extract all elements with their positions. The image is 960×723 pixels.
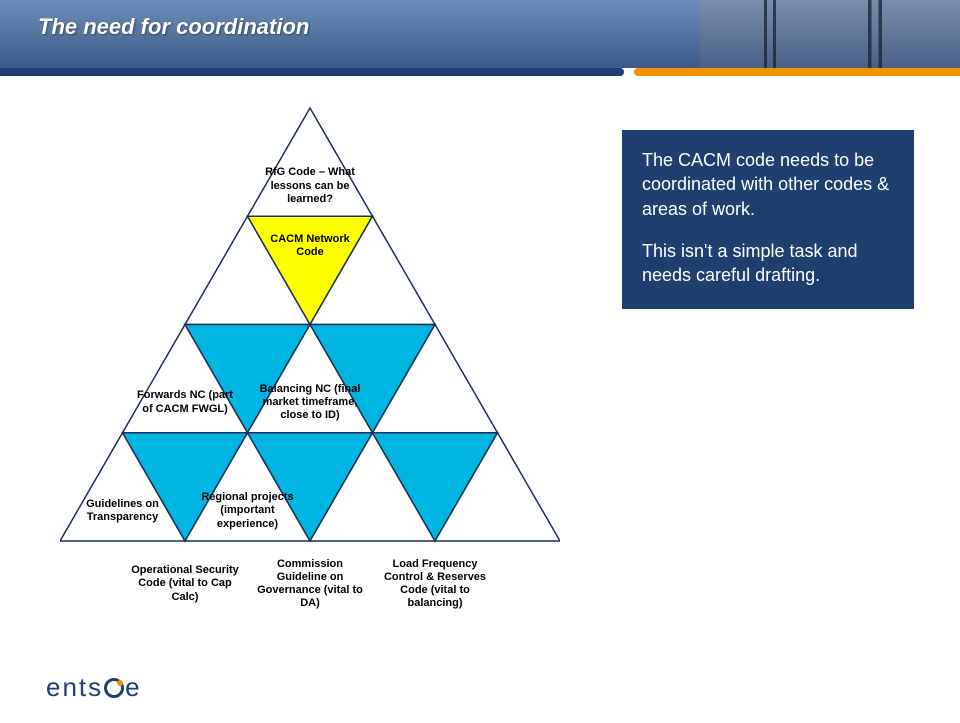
callout-para-1: The CACM code needs to be coordinated wi… bbox=[642, 148, 894, 221]
logo-ring-icon bbox=[104, 678, 124, 698]
entsoe-logo: entse bbox=[46, 672, 142, 703]
pyramid-cell-label: Balancing NC (final market timeframe, cl… bbox=[259, 364, 362, 442]
pyramid-cell-label: Forwards NC (part of CACM FWGL) bbox=[134, 364, 237, 442]
callout-box: The CACM code needs to be coordinated wi… bbox=[622, 130, 914, 309]
page-title: The need for coordination bbox=[38, 14, 309, 40]
logo-text-before: ents bbox=[46, 672, 103, 702]
header-banner: The need for coordination bbox=[0, 0, 960, 90]
pyramid-row4-label: Operational Security Code (vital to Cap … bbox=[126, 549, 245, 619]
callout-para-2: This isn't a simple task and needs caref… bbox=[642, 239, 894, 288]
pyramid-cell-label: Guidelines on Transparency bbox=[71, 472, 174, 550]
logo-text-after: e bbox=[125, 672, 141, 702]
content-stage: RfG Code – What lessons can be learned?C… bbox=[0, 100, 960, 653]
pyramid-row4-label: Commission Guideline on Governance (vita… bbox=[251, 549, 370, 619]
pyramid-diagram: RfG Code – What lessons can be learned?C… bbox=[60, 100, 560, 640]
pyramid-cell-label: CACM Network Code bbox=[259, 207, 362, 285]
banner-photo bbox=[700, 0, 960, 68]
pyramid-cell-label: Regional projects (important experience) bbox=[196, 472, 299, 550]
banner-stripe bbox=[0, 68, 960, 76]
pyramid-row4-label: Load Frequency Control & Reserves Code (… bbox=[376, 549, 495, 619]
